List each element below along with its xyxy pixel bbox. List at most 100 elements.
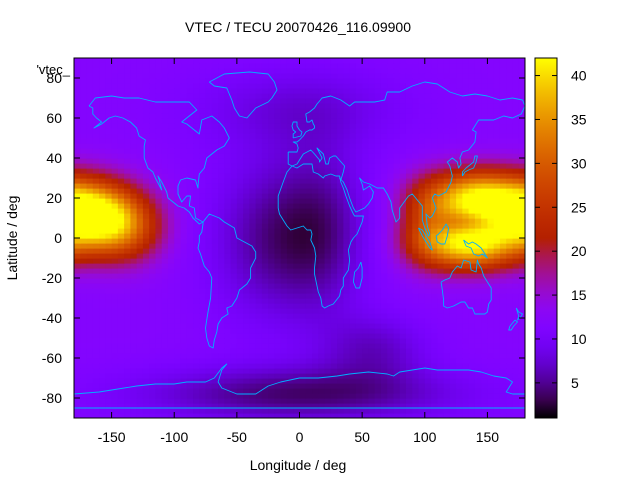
heatmap-cell xyxy=(293,83,301,89)
heatmap-cell xyxy=(499,398,507,404)
heatmap-cell xyxy=(74,218,81,224)
heatmap-cell xyxy=(243,163,250,169)
heatmap-cell xyxy=(518,198,525,204)
heatmap-cell xyxy=(431,273,438,279)
heatmap-cell xyxy=(92,108,100,114)
heatmap-cell xyxy=(443,123,451,129)
heatmap-cell xyxy=(399,193,407,199)
heatmap-cell xyxy=(274,318,282,324)
heatmap-cell xyxy=(280,383,288,389)
heatmap-cell xyxy=(224,303,232,309)
heatmap-cell xyxy=(456,143,463,149)
heatmap-cell xyxy=(205,283,213,289)
heatmap-cell xyxy=(318,378,326,384)
heatmap-cell xyxy=(199,148,207,154)
heatmap-cell xyxy=(117,403,125,409)
heatmap-cell xyxy=(80,138,88,144)
heatmap-cell xyxy=(368,173,376,179)
heatmap-cell xyxy=(155,138,163,144)
heatmap-cell xyxy=(487,123,495,129)
heatmap-cell xyxy=(86,258,94,264)
heatmap-cell xyxy=(355,143,363,149)
heatmap-cell xyxy=(136,103,144,109)
heatmap-cell xyxy=(424,198,432,204)
heatmap-cell xyxy=(305,408,313,414)
heatmap-cell xyxy=(387,158,395,164)
heatmap-cell xyxy=(487,248,495,254)
heatmap-cell xyxy=(462,273,470,279)
heatmap-cell xyxy=(399,218,407,224)
heatmap-cell xyxy=(380,108,388,114)
heatmap-cell xyxy=(167,163,175,169)
heatmap-cell xyxy=(431,93,438,99)
heatmap-cell xyxy=(481,268,489,274)
heatmap-cell xyxy=(487,138,495,144)
heatmap-cell xyxy=(380,378,388,384)
heatmap-cell xyxy=(255,298,263,304)
heatmap-cell xyxy=(130,118,138,124)
heatmap-cell xyxy=(456,403,463,409)
heatmap-cell xyxy=(136,248,144,254)
heatmap-cell xyxy=(261,103,269,109)
heatmap-cell xyxy=(324,78,332,84)
heatmap-cell xyxy=(380,323,388,329)
heatmap-cell xyxy=(418,343,426,349)
heatmap-cell xyxy=(387,353,395,359)
heatmap-cell xyxy=(174,358,182,364)
heatmap-cell xyxy=(462,163,470,169)
heatmap-cell xyxy=(255,198,263,204)
heatmap-cell xyxy=(456,83,463,89)
heatmap-cell xyxy=(199,128,207,134)
heatmap-cell xyxy=(268,73,276,79)
heatmap-cell xyxy=(86,98,94,104)
heatmap-cell xyxy=(255,248,263,254)
heatmap-cell xyxy=(205,188,213,194)
heatmap-cell xyxy=(362,73,369,79)
heatmap-cell xyxy=(205,333,213,339)
heatmap-cell xyxy=(261,333,269,339)
heatmap-cell xyxy=(349,198,357,204)
heatmap-cell xyxy=(74,328,81,334)
heatmap-cell xyxy=(243,133,250,139)
heatmap-cell xyxy=(443,388,451,394)
heatmap-cell xyxy=(349,358,357,364)
heatmap-cell xyxy=(255,213,263,219)
heatmap-cell xyxy=(286,268,294,274)
heatmap-cell xyxy=(299,153,307,159)
heatmap-cell xyxy=(136,323,144,329)
heatmap-cell xyxy=(405,348,413,354)
heatmap-cell xyxy=(117,213,125,219)
heatmap-cell xyxy=(374,413,382,418)
heatmap-cell xyxy=(481,353,489,359)
heatmap-cell xyxy=(499,193,507,199)
heatmap-cell xyxy=(412,233,420,239)
heatmap-cell xyxy=(124,278,131,284)
heatmap-cell xyxy=(387,178,395,184)
heatmap-cell xyxy=(199,193,207,199)
heatmap-cell xyxy=(193,298,200,304)
heatmap-cell xyxy=(499,343,507,349)
heatmap-cell xyxy=(405,98,413,104)
heatmap-cell xyxy=(318,83,326,89)
heatmap-cell xyxy=(236,398,244,404)
heatmap-cell xyxy=(230,143,238,149)
heatmap-cell xyxy=(261,393,269,399)
heatmap-cell xyxy=(86,393,94,399)
heatmap-cell xyxy=(149,123,157,129)
heatmap-cell xyxy=(349,408,357,414)
heatmap-cell xyxy=(224,268,232,274)
heatmap-cell xyxy=(124,343,131,349)
heatmap-cell xyxy=(86,148,94,154)
heatmap-cell xyxy=(399,228,407,234)
heatmap-cell xyxy=(518,108,525,114)
heatmap-cell xyxy=(142,348,150,354)
heatmap-cell xyxy=(449,118,457,124)
heatmap-cell xyxy=(249,118,257,124)
heatmap-cell xyxy=(249,223,257,229)
heatmap-cell xyxy=(74,128,81,134)
heatmap-cell xyxy=(512,248,520,254)
heatmap-cell xyxy=(224,248,232,254)
heatmap-cell xyxy=(405,298,413,304)
heatmap-cell xyxy=(493,343,501,349)
heatmap-cell xyxy=(468,173,476,179)
